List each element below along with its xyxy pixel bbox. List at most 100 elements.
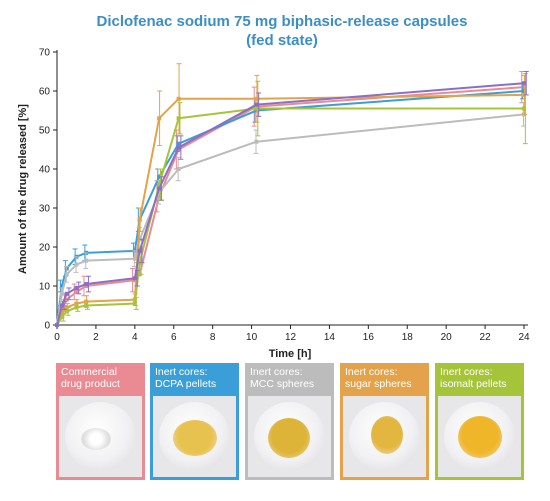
data-point: [64, 272, 69, 277]
y-tick-label: 60: [39, 87, 51, 98]
sample-photo: [340, 393, 429, 480]
data-point: [157, 116, 162, 121]
series-line: [56, 107, 524, 326]
x-tick-label: 10: [246, 332, 258, 343]
petri-dish: [254, 402, 325, 471]
x-tick-label: 6: [171, 332, 177, 343]
data-point: [157, 190, 162, 195]
data-point: [59, 303, 64, 308]
petri-dish: [349, 402, 420, 471]
y-tick-label: 40: [39, 165, 51, 176]
data-point: [254, 139, 259, 144]
x-tick-label: 8: [210, 332, 216, 343]
data-point: [59, 315, 64, 320]
legend-label: Commercial drug product: [56, 363, 145, 393]
x-tick-label: 16: [363, 332, 375, 343]
y-tick-label: 30: [39, 204, 51, 215]
legend-panel: Inert cores: DCPA pellets: [150, 363, 239, 480]
data-point: [74, 285, 79, 290]
data-point: [84, 258, 89, 263]
sample-photo: [245, 393, 334, 480]
data-point: [59, 284, 64, 288]
y-tick-label: 20: [39, 243, 51, 254]
data-point: [55, 323, 59, 327]
sample-photo: [435, 393, 524, 480]
legend-label: Inert cores: isomalt pellets: [435, 363, 524, 393]
powder-sample: [173, 420, 217, 456]
chart-title: Diclofenac sodium 75 mg biphasic-release…: [97, 13, 468, 30]
data-point: [74, 289, 79, 294]
legend-label: Inert cores: MCC spheres: [245, 363, 334, 393]
legend-panel: Commercial drug product: [56, 363, 145, 480]
y-tick-label: 10: [39, 282, 51, 293]
series-line: [56, 93, 525, 326]
legend-panel: Inert cores: MCC spheres: [245, 363, 334, 480]
legend-label: Inert cores: DCPA pellets: [150, 363, 239, 393]
x-tick-label: 0: [54, 332, 60, 343]
data-point: [137, 217, 142, 222]
series-line: [56, 113, 525, 326]
data-point: [64, 291, 69, 296]
series-4: [55, 72, 528, 327]
data-point: [254, 102, 259, 107]
x-tick-label: 24: [518, 332, 530, 343]
x-axis-label: Time [h]: [269, 348, 312, 360]
y-axis-label: Amount of the drug released [%]: [17, 104, 29, 274]
series-0: [55, 71, 526, 327]
data-point: [59, 291, 64, 296]
powder-sample: [371, 416, 403, 454]
data-point: [84, 303, 89, 308]
x-tick-label: 22: [480, 332, 492, 343]
data-point: [64, 309, 69, 314]
data-point: [522, 81, 526, 86]
chart-subtitle: (fed state): [246, 32, 318, 49]
data-point: [176, 145, 181, 150]
y-tick-label: 70: [39, 48, 51, 59]
x-tick-label: 20: [441, 332, 453, 343]
data-point: [74, 305, 79, 310]
x-tick-label: 14: [324, 332, 336, 343]
powder-sample: [268, 418, 310, 458]
x-tick-label: 2: [93, 332, 99, 343]
powder-sample: [81, 428, 111, 450]
data-point: [176, 116, 181, 121]
y-tick-label: 0: [44, 321, 50, 332]
data-point: [254, 106, 259, 111]
data-point: [254, 96, 259, 101]
data-point: [176, 167, 181, 171]
y-tick-label: 50: [39, 126, 51, 137]
data-point: [157, 186, 162, 191]
data-point: [137, 248, 142, 253]
data-point: [132, 256, 137, 261]
legend-photos: Commercial drug product Inert cores: DCPA…: [56, 363, 525, 481]
series-line: [56, 90, 525, 326]
sample-photo: [56, 393, 145, 480]
x-tick-label: 4: [132, 332, 138, 343]
data-point: [157, 182, 162, 187]
legend-panel: Inert cores: isomalt pellets: [435, 363, 524, 480]
data-point: [522, 106, 526, 111]
data-point: [132, 301, 137, 306]
series-1: [55, 82, 526, 327]
data-point: [176, 96, 181, 101]
data-point: [74, 262, 79, 267]
x-tick-label: 18: [402, 332, 414, 343]
petri-dish: [444, 402, 515, 471]
petri-dish: [159, 402, 230, 471]
series-5: [55, 71, 529, 327]
data-point: [132, 276, 137, 281]
legend-panel: Inert cores: sugar spheres: [340, 363, 429, 480]
data-point: [84, 282, 89, 287]
powder-sample: [458, 416, 502, 458]
legend-label: Inert cores: sugar spheres: [340, 363, 429, 393]
data-point: [176, 141, 181, 146]
series-2: [55, 102, 527, 327]
series-line: [56, 86, 525, 326]
petri-dish: [65, 402, 136, 471]
series-group: [55, 63, 529, 327]
x-tick-label: 12: [285, 332, 297, 343]
sample-photo: [150, 393, 239, 480]
series-line: [56, 82, 525, 326]
